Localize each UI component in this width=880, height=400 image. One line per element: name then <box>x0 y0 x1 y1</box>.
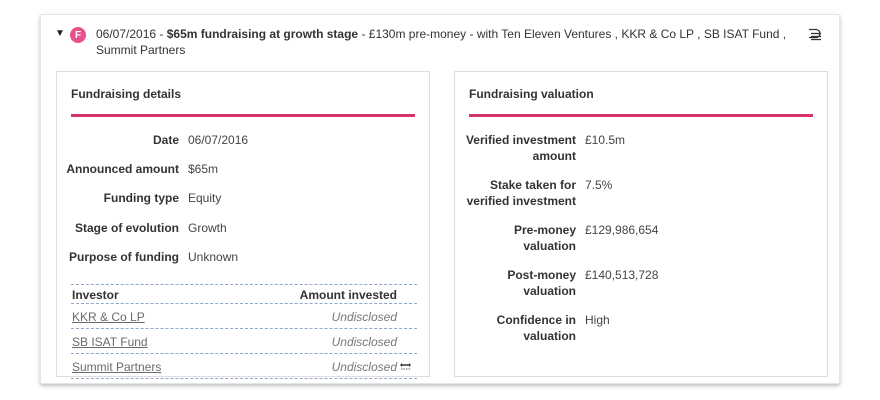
headline-title: $65m fundraising at growth stage <box>166 27 359 41</box>
fundraising-valuation-panel: Fundraising valuation Verified investmen… <box>454 71 828 377</box>
panel-title: Fundraising details <box>71 87 182 101</box>
investor-table: Investor Amount invested KKR & Co LP Und… <box>71 284 417 379</box>
label-line: Post-money <box>507 268 576 282</box>
label-line: verified investment <box>466 194 576 208</box>
label-line: Verified investment <box>465 133 576 147</box>
headline-date: 06/07/2016 <box>96 27 157 41</box>
amount-invested: Undisclosed <box>331 335 397 349</box>
fundraising-card: ▼ F 06/07/2016 - $65m fundraising at gro… <box>40 14 840 384</box>
detail-value-purpose: Unknown <box>188 250 239 264</box>
label-line: valuation <box>523 239 576 253</box>
table-row: KKR & Co LP Undisclosed <box>71 304 417 329</box>
fundraising-headline: 06/07/2016 - $65m fundraising at growth … <box>96 26 796 58</box>
fundraising-header: ▼ F 06/07/2016 - $65m fundraising at gro… <box>41 15 841 65</box>
valuation-label-confidence: Confidence in valuation <box>455 312 576 344</box>
detail-value-announced: $65m <box>188 162 219 176</box>
detail-label-stage: Stage of evolution <box>74 221 179 235</box>
investor-link[interactable]: SB ISAT Fund <box>72 335 148 349</box>
table-row: SB ISAT Fund Undisclosed <box>71 329 417 354</box>
valuation-value-stake: 7.5% <box>585 178 613 192</box>
valuation-label-stake: Stake taken for verified investment <box>455 177 576 209</box>
label-line: valuation <box>523 329 576 343</box>
investor-table-header: Investor Amount invested <box>71 284 417 304</box>
label-line: valuation <box>523 284 576 298</box>
fundraising-badge: F <box>70 27 86 43</box>
headline-detail: - £130m pre-money - with Ten Eleven Vent… <box>96 27 787 57</box>
valuation-label-verified-amount: Verified investment amount <box>455 132 576 164</box>
amount-column-header: Amount invested <box>299 288 397 302</box>
panel-title: Fundraising valuation <box>469 87 594 101</box>
investor-link[interactable]: Summit Partners <box>72 360 162 374</box>
detail-label-announced: Announced amount <box>66 162 179 176</box>
detail-label-date: Date <box>152 133 179 147</box>
valuation-value-verified-amount: £10.5m <box>585 133 626 147</box>
detail-label-purpose: Purpose of funding <box>69 250 179 264</box>
resize-cursor-icon <box>400 363 411 370</box>
label-line: amount <box>532 149 576 163</box>
headline-separator: - <box>156 27 167 41</box>
detail-value-funding-type: Equity <box>188 191 222 205</box>
amount-invested: Undisclosed <box>331 310 397 324</box>
label-line: Confidence in <box>496 313 576 327</box>
valuation-value-post-money: £140,513,728 <box>585 268 659 282</box>
label-line: Stake taken for <box>489 178 576 192</box>
valuation-value-confidence: High <box>585 313 610 327</box>
label-line: Pre-money <box>513 223 576 237</box>
amount-invested: Undisclosed <box>331 360 397 374</box>
valuation-label-post-money: Post-money valuation <box>455 267 576 299</box>
table-row: Summit Partners Undisclosed <box>71 354 417 379</box>
detail-value-stage: Growth <box>188 221 227 235</box>
panel-divider <box>71 114 415 117</box>
detail-value-date: 06/07/2016 <box>188 133 249 147</box>
valuation-value-pre-money: £129,986,654 <box>585 223 659 237</box>
stack-icon[interactable] <box>805 26 823 44</box>
investor-column-header: Investor <box>72 288 119 302</box>
investor-link[interactable]: KKR & Co LP <box>72 310 145 324</box>
detail-label-funding-type: Funding type <box>103 191 179 205</box>
valuation-label-pre-money: Pre-money valuation <box>455 222 576 254</box>
fundraising-details-panel: Fundraising details Date 06/07/2016 Anno… <box>56 71 430 379</box>
panel-divider <box>469 114 813 117</box>
collapse-toggle-icon[interactable]: ▼ <box>55 28 65 39</box>
